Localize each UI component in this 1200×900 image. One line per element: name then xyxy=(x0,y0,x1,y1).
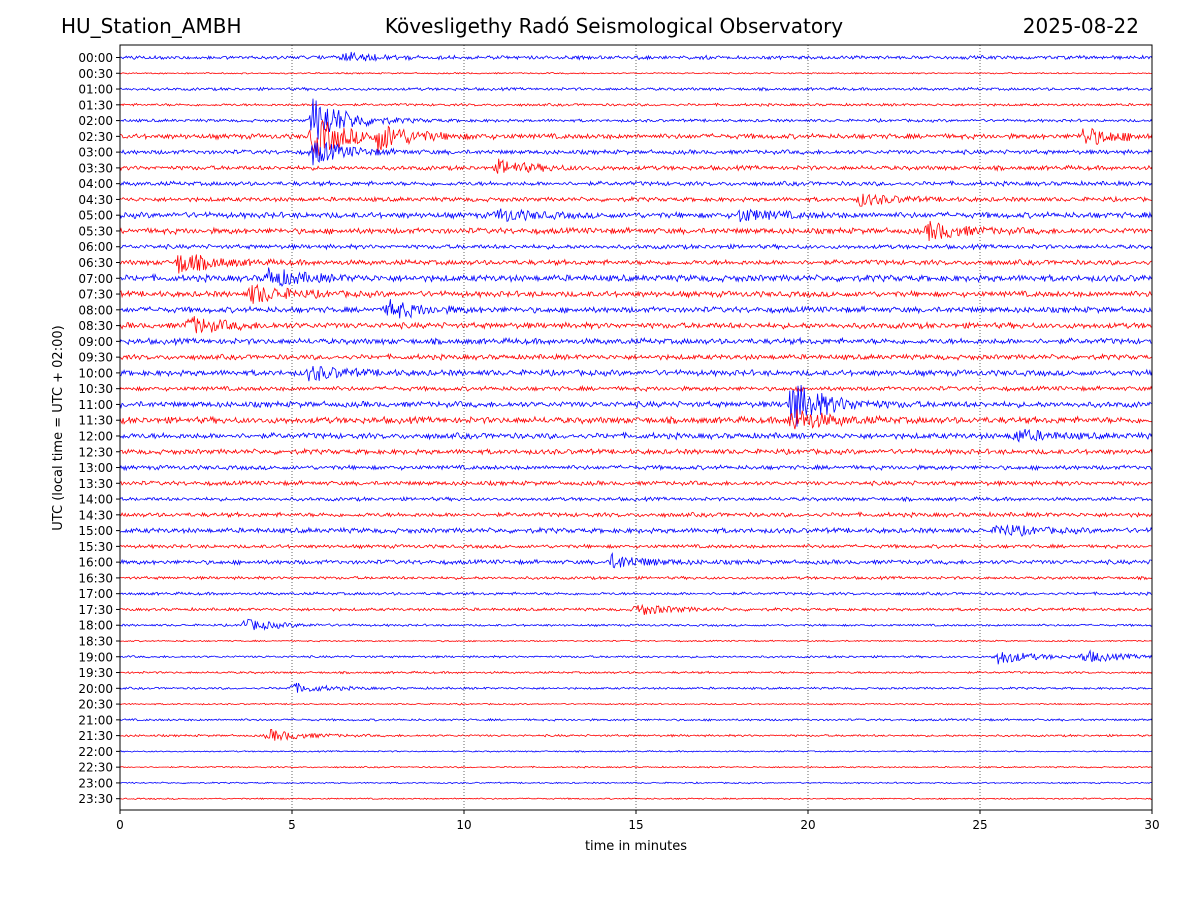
y-tick-label: 08:00 xyxy=(78,303,113,317)
date-label: 2025-08-22 xyxy=(1022,14,1139,38)
y-tick-label: 15:30 xyxy=(78,540,113,554)
y-tick-label: 00:30 xyxy=(78,67,113,81)
y-tick-label: 04:30 xyxy=(78,193,113,207)
y-tick-label: 22:30 xyxy=(78,761,113,775)
x-axis: 0 5 10 15 20 25 30 xyxy=(116,810,1160,832)
x-tick-label: 30 xyxy=(1144,818,1159,832)
x-tick-label: 5 xyxy=(288,818,296,832)
y-tick-label: 21:00 xyxy=(78,713,113,727)
y-tick-label: 12:00 xyxy=(78,429,113,443)
y-tick-label: 19:00 xyxy=(78,650,113,664)
y-tick-label: 17:00 xyxy=(78,587,113,601)
y-tick-label: 15:00 xyxy=(78,524,113,538)
trace-1130 xyxy=(119,409,1153,430)
y-tick-label: 04:00 xyxy=(78,177,113,191)
y-tick-label: 20:30 xyxy=(78,698,113,712)
trace-1700 xyxy=(119,591,1153,597)
y-tick-label: 07:00 xyxy=(78,272,113,286)
y-tick-label: 19:30 xyxy=(78,666,113,680)
y-tick-label: 05:00 xyxy=(78,209,113,223)
x-tick-label: 0 xyxy=(116,818,124,832)
x-tick-label: 10 xyxy=(456,818,471,832)
trace-2030 xyxy=(119,702,1153,706)
x-tick-label: 25 xyxy=(972,818,987,832)
trace-1830 xyxy=(119,639,1153,643)
station-name: HU_Station_AMBH xyxy=(61,14,242,38)
y-tick-label: 03:30 xyxy=(78,161,113,175)
y-tick-label: 14:30 xyxy=(78,508,113,522)
y-tick-label: 16:00 xyxy=(78,556,113,570)
trace-0000 xyxy=(119,51,1153,62)
y-tick-label: 03:00 xyxy=(78,146,113,160)
x-tick-label: 20 xyxy=(800,818,815,832)
y-tick-label: 20:00 xyxy=(78,682,113,696)
y-tick-label: 10:30 xyxy=(78,382,113,396)
y-tick-label: 07:30 xyxy=(78,288,113,302)
grid-lines xyxy=(291,45,981,810)
y-tick-label: 09:30 xyxy=(78,351,113,365)
x-tick-label: 15 xyxy=(628,818,643,832)
x-axis-label: time in minutes xyxy=(585,839,687,854)
y-tick-label: 23:30 xyxy=(78,792,113,806)
y-tick-label: 17:30 xyxy=(78,603,113,617)
trace-2230 xyxy=(119,765,1153,769)
y-tick-label: 09:00 xyxy=(78,335,113,349)
y-tick-label: 23:00 xyxy=(78,776,113,790)
y-tick-label: 16:30 xyxy=(78,571,113,585)
y-tick-label: 18:00 xyxy=(78,619,113,633)
y-axis-label: UTC (local time = UTC + 02:00) xyxy=(51,325,66,530)
y-tick-label: 13:30 xyxy=(78,477,113,491)
trace-0600 xyxy=(119,243,1153,251)
y-tick-label: 12:30 xyxy=(78,445,113,459)
y-tick-label: 13:00 xyxy=(78,461,113,475)
y-tick-label: 05:30 xyxy=(78,224,113,238)
y-tick-label: 08:30 xyxy=(78,319,113,333)
trace-0930 xyxy=(119,352,1153,362)
y-tick-label: 01:00 xyxy=(78,83,113,97)
y-tick-label: 06:00 xyxy=(78,240,113,254)
y-tick-label: 18:30 xyxy=(78,634,113,648)
trace-1400 xyxy=(119,495,1153,503)
chart-title: Kövesligethy Radó Seismological Observat… xyxy=(384,14,844,38)
y-tick-label: 11:00 xyxy=(78,398,113,412)
y-tick-label: 01:30 xyxy=(78,98,113,112)
y-tick-label: 00:00 xyxy=(78,51,113,65)
y-tick-label: 11:30 xyxy=(78,414,113,428)
y-tick-label: 02:00 xyxy=(78,114,113,128)
trace-0630 xyxy=(119,254,1153,274)
y-tick-label: 21:30 xyxy=(78,729,113,743)
y-tick-label: 06:30 xyxy=(78,256,113,270)
y-tick-label: 10:00 xyxy=(78,366,113,380)
y-tick-label: 02:30 xyxy=(78,130,113,144)
y-tick-label: 22:00 xyxy=(78,745,113,759)
trace-0030 xyxy=(119,71,1153,75)
y-tick-label: 14:00 xyxy=(78,493,113,507)
